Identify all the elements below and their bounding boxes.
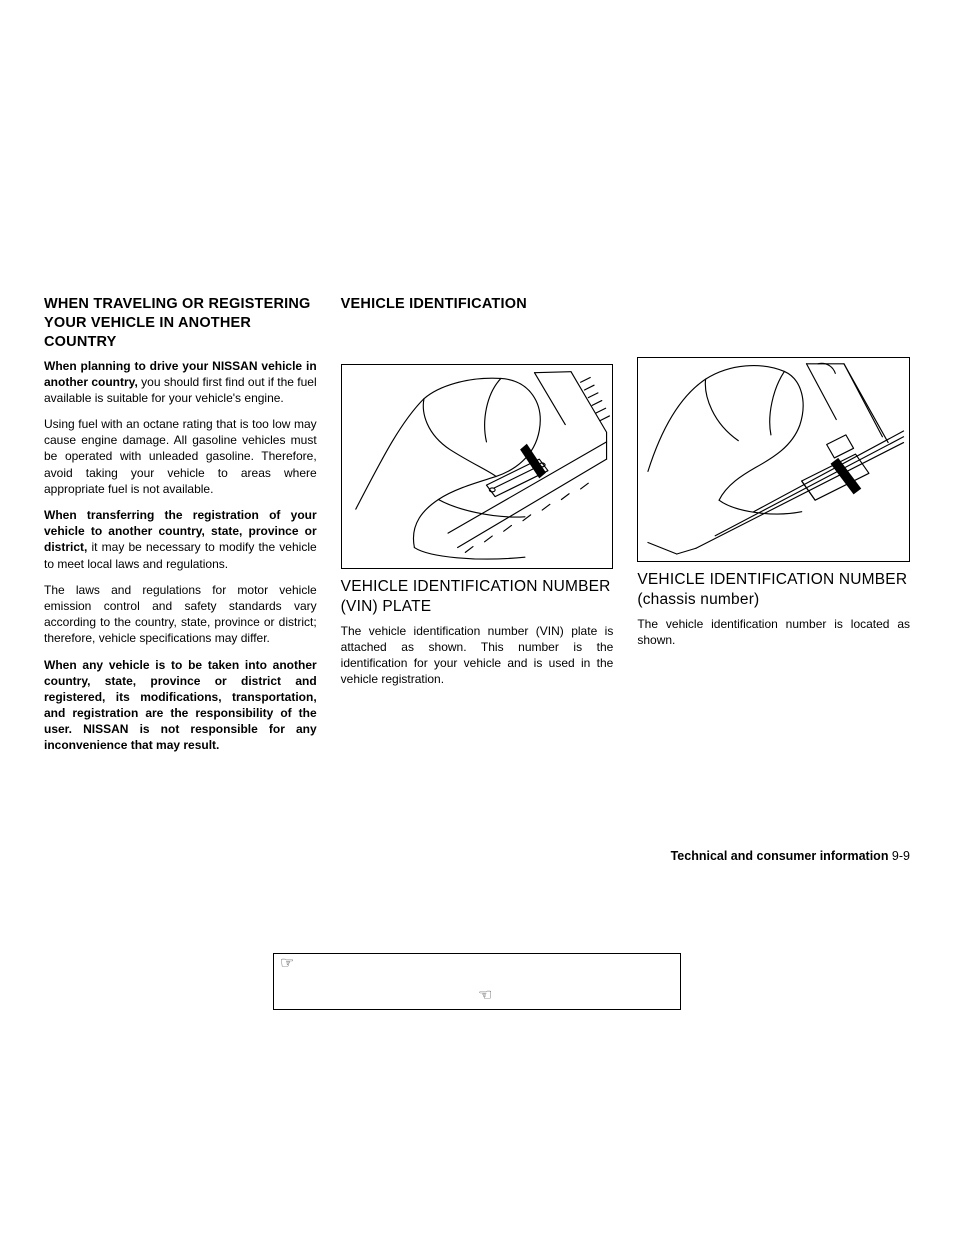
page-footer: Technical and consumer information 9-9 xyxy=(671,849,910,863)
para-1: When planning to drive your NISSAN vehic… xyxy=(44,358,317,407)
para-3: When transferring the registration of yo… xyxy=(44,507,317,572)
content-columns: WHEN TRAVELING OR REGISTERING YOUR VEHIC… xyxy=(44,295,910,764)
para-2: Using fuel with an octane rating that is… xyxy=(44,416,317,497)
hand-left-icon: ☜ xyxy=(478,988,492,1004)
pointer-arrow xyxy=(831,458,862,495)
figure-chassis-number xyxy=(637,357,910,562)
left-column: WHEN TRAVELING OR REGISTERING YOUR VEHIC… xyxy=(44,295,317,764)
revision-box: ☞ ☜ xyxy=(273,953,681,1010)
footer-section-title: Technical and consumer information xyxy=(671,849,889,863)
subhead-vin-plate: VEHICLE IDENTIFICATION NUMBER (VIN) PLAT… xyxy=(341,577,614,617)
footer-page-number: 9-9 xyxy=(888,849,910,863)
page: WHEN TRAVELING OR REGISTERING YOUR VEHIC… xyxy=(0,0,954,1235)
hand-right-icon: ☞ xyxy=(280,956,294,972)
chassis-illustration xyxy=(638,358,909,561)
section-heading-left: WHEN TRAVELING OR REGISTERING YOUR VEHIC… xyxy=(44,295,317,352)
middle-column: VEHICLE IDENTIFICATION xyxy=(341,295,614,764)
vin-plate-illustration xyxy=(342,365,613,568)
subhead-chassis: VEHICLE IDENTIFICATION NUMBER (chassis n… xyxy=(637,570,910,610)
para-4: The laws and regulations for motor vehic… xyxy=(44,582,317,647)
spacer xyxy=(341,324,614,364)
body-vin-plate: The vehicle identification number (VIN) … xyxy=(341,623,614,688)
figure-vin-plate xyxy=(341,364,614,569)
body-chassis: The vehicle identification number is loc… xyxy=(637,616,910,648)
spacer xyxy=(637,295,910,357)
section-heading-mid: VEHICLE IDENTIFICATION xyxy=(341,295,614,314)
para-5: When any vehicle is to be taken into ano… xyxy=(44,657,317,754)
right-column: VEHICLE IDENTIFICATION NUMBER (chassis n… xyxy=(637,295,910,764)
para-5-bold: When any vehicle is to be taken into ano… xyxy=(44,658,317,753)
